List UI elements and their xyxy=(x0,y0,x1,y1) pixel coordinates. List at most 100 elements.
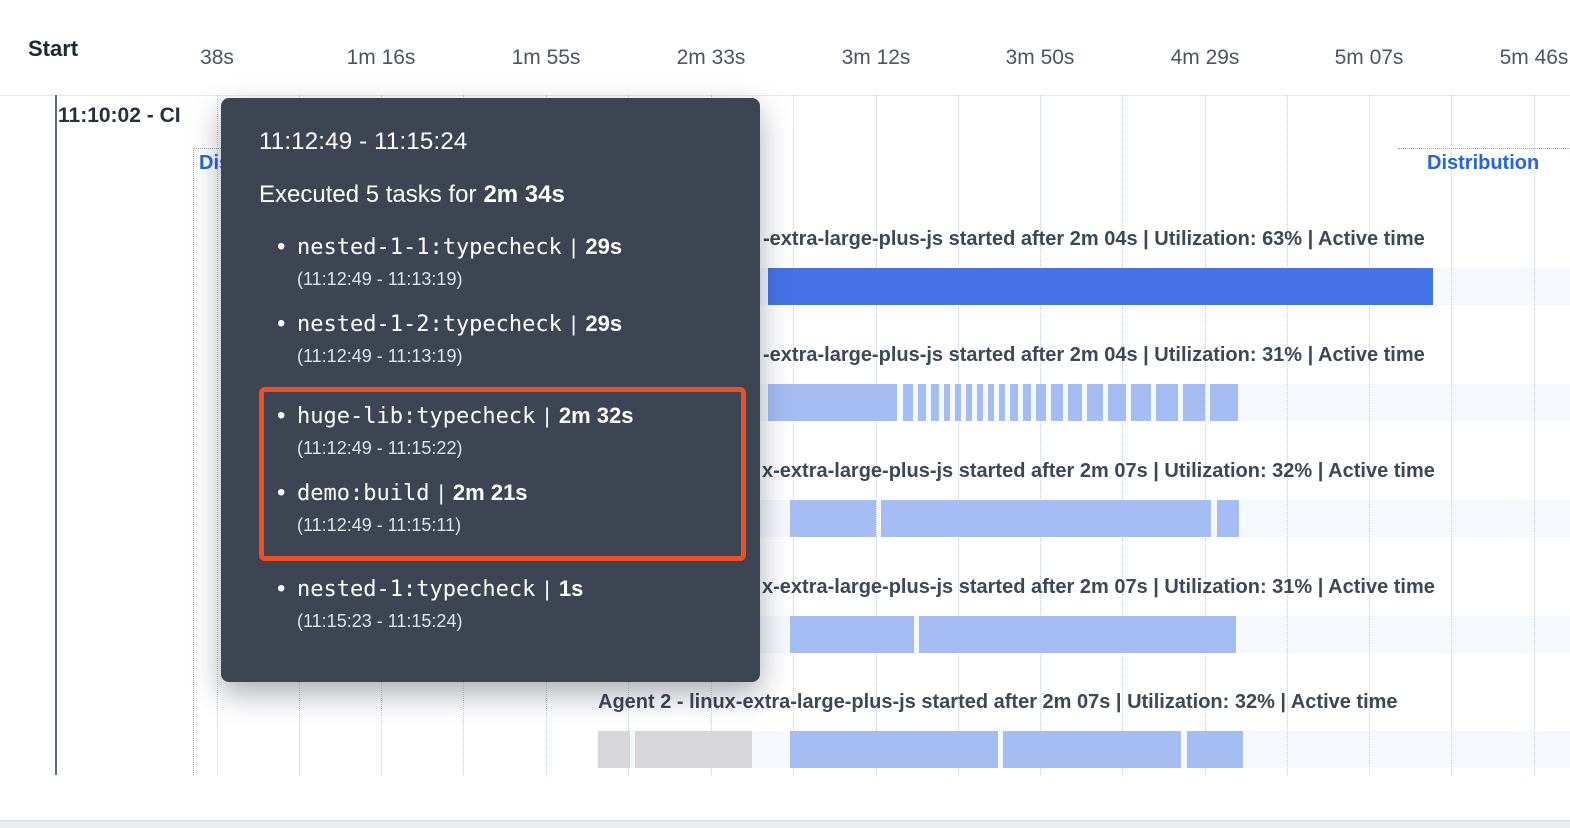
task-bar-light[interactable] xyxy=(1108,384,1126,421)
task-separator: | xyxy=(438,482,444,505)
task-separator: | xyxy=(544,405,550,428)
gridline-major xyxy=(1534,95,1535,775)
axis-tick-label: 5m 46s xyxy=(1499,46,1569,69)
task-bar-light[interactable] xyxy=(1210,384,1238,421)
task-bar-light[interactable] xyxy=(1023,384,1031,421)
task-bar-light[interactable] xyxy=(790,500,876,537)
axis-tick-label: 3m 50s xyxy=(1005,46,1075,69)
gridline-minor xyxy=(793,95,794,775)
build-start-label: 11:10:02 - CI xyxy=(58,104,181,127)
tooltip-time-range: 11:12:49 - 11:15:24 xyxy=(259,128,468,155)
task-time-range: (11:12:49 - 11:13:19) xyxy=(297,269,463,289)
task-bar-light[interactable] xyxy=(977,384,983,421)
task-name: demo:build xyxy=(297,481,430,506)
task-bar-light[interactable] xyxy=(881,500,1211,537)
task-bar-gray[interactable] xyxy=(635,731,752,768)
task-separator: | xyxy=(570,236,577,259)
task-bar-light[interactable] xyxy=(1003,731,1181,768)
bullet-icon: • xyxy=(277,310,286,337)
agent-row-label: Agent 2 - linux-extra-large-plus-js star… xyxy=(598,691,1398,713)
phase-boundary-line xyxy=(193,148,194,775)
task-time-range: (11:15:23 - 11:15:24) xyxy=(297,611,463,631)
gridline-major xyxy=(1369,95,1370,775)
task-bar-light[interactable] xyxy=(918,384,926,421)
gridline-major xyxy=(1205,95,1206,775)
task-bar-light[interactable] xyxy=(1051,384,1063,421)
task-bar-light[interactable] xyxy=(1010,384,1018,421)
gridline-major xyxy=(876,95,877,775)
tooltip-task: • nested-1:typecheck | 1s (11:15:23 - 11:15:… xyxy=(259,575,722,632)
tooltip-task: • huge-lib:typecheck | 2m 32s (11:12:49 - 11… xyxy=(264,402,741,459)
axis-divider xyxy=(0,95,1570,96)
task-time-range: (11:12:49 - 11:15:22) xyxy=(297,438,463,458)
task-bar-light[interactable] xyxy=(1217,500,1239,537)
task-bar-light[interactable] xyxy=(1068,384,1082,421)
bullet-icon: • xyxy=(277,402,286,429)
axis-tick-label: 5m 07s xyxy=(1334,46,1404,69)
axis-tick-label: 38s xyxy=(200,46,234,69)
task-duration: 2m 21s xyxy=(452,480,528,505)
task-time-range: (11:12:49 - 11:13:19) xyxy=(297,346,463,366)
axis-tick-label: 3m 12s xyxy=(841,46,911,69)
task-bar-light[interactable] xyxy=(988,384,994,421)
agent-row-label: -extra-large-plus-js started after 2m 04… xyxy=(763,228,1425,250)
bullet-icon: • xyxy=(277,575,286,602)
task-duration: 2m 32s xyxy=(558,403,634,428)
axis-tick-label: 4m 29s xyxy=(1170,46,1240,69)
axis-tick-label: 1m 16s xyxy=(346,46,416,69)
task-bar-light[interactable] xyxy=(1036,384,1046,421)
agent-row-label: x-extra-large-plus-js started after 2m 0… xyxy=(762,460,1435,482)
gridline-minor xyxy=(1287,95,1288,775)
phase-label-right[interactable]: Distribution xyxy=(1427,152,1540,174)
task-bar-light[interactable] xyxy=(955,384,961,421)
task-bar-light[interactable] xyxy=(966,384,972,421)
phase-border-right xyxy=(1398,148,1570,149)
gridline-major xyxy=(1040,95,1041,775)
axis-tick-label: 2m 33s xyxy=(676,46,746,69)
task-bar-light[interactable] xyxy=(768,384,897,421)
task-bar-light[interactable] xyxy=(790,731,998,768)
horizontal-scrollbar[interactable] xyxy=(0,820,1570,828)
task-bar-light[interactable] xyxy=(931,384,939,421)
gridline-minor xyxy=(1122,95,1123,775)
task-bar-light[interactable] xyxy=(944,384,950,421)
task-bar-solid[interactable] xyxy=(768,268,1433,305)
task-name: nested-1-1:typecheck xyxy=(297,235,562,260)
task-bar-light[interactable] xyxy=(790,616,914,653)
task-duration: 29s xyxy=(585,234,623,259)
tooltip-total-duration: 2m 34s xyxy=(483,181,565,208)
axis-tick-label: 1m 55s xyxy=(511,46,581,69)
task-name: huge-lib:typecheck xyxy=(297,404,536,429)
tooltip-summary-text: Executed 5 tasks for xyxy=(259,181,477,208)
task-bar-light[interactable] xyxy=(1187,731,1243,768)
tooltip-summary: Executed 5 tasks for 2m 34s xyxy=(259,181,722,209)
gridline-minor xyxy=(1451,95,1452,775)
gridline-minor xyxy=(958,95,959,775)
task-duration: 1s xyxy=(558,576,584,601)
task-bar-light[interactable] xyxy=(903,384,913,421)
task-tooltip: 11:12:49 - 11:15:24 Executed 5 tasks for… xyxy=(221,98,760,682)
task-bar-gray[interactable] xyxy=(598,731,630,768)
task-time-range: (11:12:49 - 11:15:11) xyxy=(297,515,462,535)
agent-row-label: x-extra-large-plus-js started after 2m 0… xyxy=(762,576,1435,598)
task-bar-light[interactable] xyxy=(919,616,1236,653)
start-gridline xyxy=(55,95,57,775)
task-bar-light[interactable] xyxy=(999,384,1005,421)
task-name: nested-1:typecheck xyxy=(297,577,536,602)
tooltip-task: • demo:build | 2m 21s (11:12:49 - 11:15:11) xyxy=(264,479,741,536)
task-bar-light[interactable] xyxy=(1156,384,1178,421)
task-bar-light[interactable] xyxy=(1131,384,1151,421)
gridline-major xyxy=(217,95,218,775)
tooltip-task: • nested-1-1:typecheck | 29s (11:12:49 - 11:… xyxy=(259,233,722,290)
task-duration: 29s xyxy=(585,311,623,336)
highlighted-tasks-box: • huge-lib:typecheck | 2m 32s (11:12:49 - 11… xyxy=(259,387,746,561)
task-name: nested-1-2:typecheck xyxy=(297,312,562,337)
bullet-icon: • xyxy=(277,479,286,506)
axis-start-label: Start xyxy=(28,36,79,61)
tooltip-task: • nested-1-2:typecheck | 29s (11:12:49 - 11:… xyxy=(259,310,722,367)
task-bar-light[interactable] xyxy=(1183,384,1205,421)
agent-row-label: -extra-large-plus-js started after 2m 04… xyxy=(763,344,1425,366)
task-bar-light[interactable] xyxy=(1087,384,1103,421)
task-separator: | xyxy=(544,578,550,601)
